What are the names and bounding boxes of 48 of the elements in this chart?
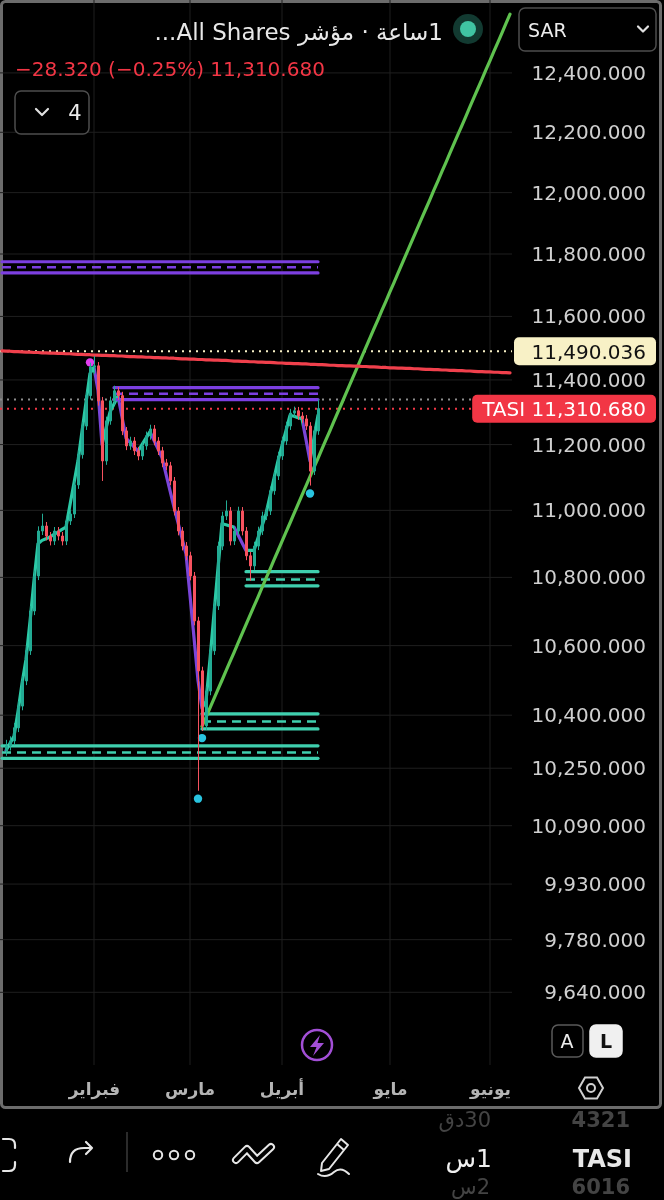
candlestick <box>57 526 60 541</box>
y-tick-label: 12,400.000 <box>531 60 646 85</box>
ref-label: TASI 11,310.680 <box>472 394 656 423</box>
ref-line-label: 11,490.036 <box>531 339 646 364</box>
y-tick-label: 12,200.000 <box>531 120 646 145</box>
y-tick-label: 9,930.000 <box>544 872 646 897</box>
y-tick-label: 10,800.000 <box>531 565 646 590</box>
ref-label: 11,490.036 <box>514 337 656 366</box>
text: TASI <box>572 1145 632 1173</box>
candlestick <box>129 436 132 451</box>
y-tick-label: 9,780.000 <box>544 927 646 952</box>
ref-line-label: TASI 11,310.680 <box>481 397 646 422</box>
candlestick <box>61 531 64 546</box>
candlestick <box>133 436 136 456</box>
x-tick-label: مارس <box>164 1079 216 1099</box>
y-tick-label: 11,200.000 <box>531 432 646 457</box>
x-tick-label: مايو <box>372 1079 408 1100</box>
text: 30دق <box>438 1108 491 1132</box>
y-tick-label: 10,600.000 <box>531 633 646 658</box>
text: 6016 <box>571 1175 630 1199</box>
text: 4321 <box>571 1108 630 1132</box>
annotation: 4 <box>68 101 82 125</box>
point <box>193 794 203 803</box>
text: −28.320 (−0.25%) 11,310.680 <box>15 57 325 81</box>
candlestick <box>53 526 56 546</box>
y-tick-label: 11,800.000 <box>531 242 646 267</box>
text: 2س <box>450 1175 490 1199</box>
x-tick-label: أبريل <box>259 1078 305 1100</box>
y-tick-label: 10,090.000 <box>531 813 646 838</box>
candlestick <box>45 521 48 541</box>
x-tick-label: فبراير <box>67 1079 121 1100</box>
point <box>305 489 315 498</box>
y-tick-label: 9,640.000 <box>544 980 646 1005</box>
text: 1س <box>445 1144 492 1173</box>
candlestick <box>5 739 8 757</box>
text: 1ساعة · مؤشر All Shares... <box>154 19 443 46</box>
candlestick <box>229 506 232 546</box>
y-tick-label: 11,000.000 <box>531 498 646 523</box>
y-tick-label: 11,400.000 <box>531 367 646 392</box>
y-tick-label: 12,000.000 <box>531 180 646 205</box>
text: A <box>560 1030 574 1052</box>
text: L <box>599 1030 613 1052</box>
text: SAR <box>528 19 567 41</box>
x-tick-label: يونيو <box>468 1079 512 1100</box>
candlestick <box>297 406 300 421</box>
y-tick-label: 10,400.000 <box>531 703 646 728</box>
y-tick-label: 10,250.000 <box>531 756 646 781</box>
y-tick-label: 11,600.000 <box>531 304 646 329</box>
